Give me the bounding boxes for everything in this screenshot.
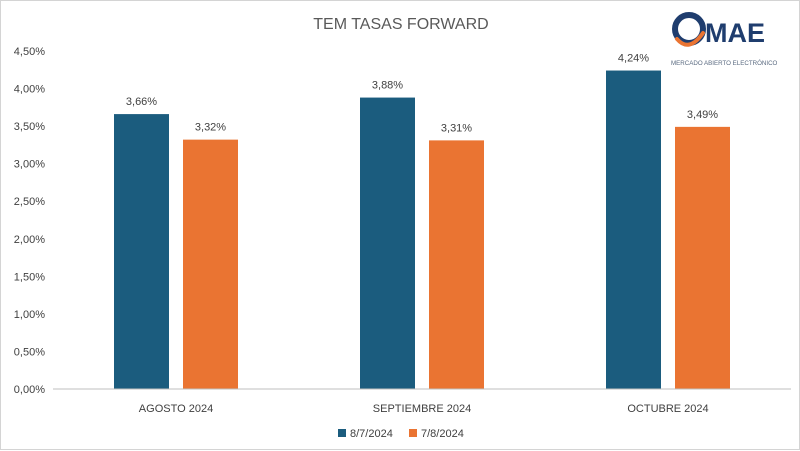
bar-series1	[360, 97, 415, 390]
bars: 3,66% 3,32% 3,88% 3,31% 4,24% 3,49%	[114, 53, 730, 390]
logo-tagline: MERCADO ABIERTO ELECTRÓNICO	[671, 60, 778, 67]
logo-wordmark: MAE	[705, 18, 765, 48]
y-tick-label: 3,00%	[14, 159, 45, 171]
legend: 8/7/2024 7/8/2024	[338, 428, 464, 440]
data-label: 3,88%	[372, 80, 403, 92]
y-tick-label: 0,00%	[14, 384, 45, 396]
bar-series2	[675, 126, 730, 390]
bar-series2	[429, 140, 484, 389]
chart-title: TEM TASAS FORWARD	[313, 16, 488, 33]
legend-swatch	[338, 429, 346, 437]
data-label: 3,31%	[441, 122, 472, 134]
data-label: 3,49%	[687, 109, 718, 121]
mae-logo: MAE MERCADO ABIERTO ELECTRÓNICO	[669, 9, 791, 73]
x-category-label: AGOSTO 2024	[139, 403, 213, 415]
data-label: 3,32%	[195, 122, 226, 134]
y-tick-label: 1,00%	[14, 309, 45, 321]
bar-series1	[114, 114, 169, 390]
y-tick-label: 3,50%	[14, 121, 45, 133]
bar-series2	[183, 139, 238, 389]
y-tick-label: 2,50%	[14, 196, 45, 208]
legend-label: 7/8/2024	[421, 428, 464, 440]
bar-series1	[606, 70, 661, 389]
y-tick-label: 2,00%	[14, 234, 45, 246]
y-tick-label: 4,00%	[14, 84, 45, 96]
data-label: 4,24%	[618, 53, 649, 65]
y-tick-label: 0,50%	[14, 346, 45, 358]
legend-label: 8/7/2024	[350, 428, 393, 440]
x-category-label: OCTUBRE 2024	[627, 403, 708, 415]
y-axis: 0,00% 0,50% 1,00% 1,50% 2,00% 2,50% 3,00% 3,50%…	[14, 46, 45, 396]
y-tick-label: 1,50%	[14, 271, 45, 283]
x-axis: AGOSTO 2024 SEPTIEMBRE 2024 OCTUBRE 2024	[53, 388, 791, 415]
logo-swoosh	[675, 31, 705, 47]
x-category-label: SEPTIEMBRE 2024	[373, 403, 471, 415]
legend-swatch	[409, 429, 417, 437]
data-label: 3,66%	[126, 96, 157, 108]
y-tick-label: 4,50%	[14, 46, 45, 58]
